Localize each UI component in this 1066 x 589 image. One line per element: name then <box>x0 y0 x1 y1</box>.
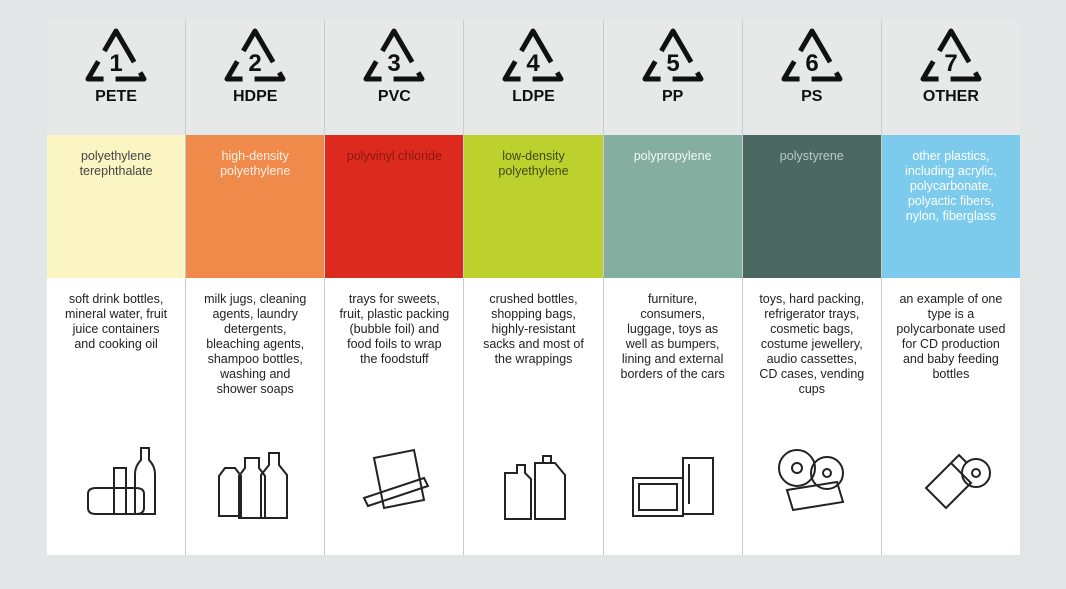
material-name: polystyrene <box>743 135 881 278</box>
resin-code: PP <box>662 88 683 106</box>
resin-number: 6 <box>805 50 818 77</box>
resin-code: OTHER <box>923 88 979 106</box>
product-icon <box>205 428 305 528</box>
common-uses: an example of one type is a polycarbonat… <box>882 278 1020 428</box>
recycling-symbol: 7 <box>916 26 986 86</box>
common-uses: milk jugs, cleaning agents, laundry dete… <box>186 278 324 428</box>
column-header: 6 PS <box>743 20 881 135</box>
resin-code: PVC <box>378 88 411 106</box>
common-uses: trays for sweets, fruit, plastic packing… <box>325 278 463 428</box>
material-name: low-density polyethylene <box>464 135 602 278</box>
page: 1 PETE polyethylene terephthalatesoft drin… <box>0 0 1066 589</box>
resin-code: LDPE <box>512 88 555 106</box>
recycling-symbol: 2 <box>220 26 290 86</box>
product-illustration <box>47 428 185 555</box>
resin-code: PETE <box>95 88 137 106</box>
product-illustration <box>882 428 1020 555</box>
product-icon <box>762 428 862 528</box>
common-uses: furniture, consumers, luggage, toys as w… <box>604 278 742 428</box>
product-icon <box>483 428 583 528</box>
recycling-symbol: 4 <box>498 26 568 86</box>
product-illustration <box>743 428 881 555</box>
product-illustration <box>604 428 742 555</box>
column-header: 7 OTHER <box>882 20 1020 135</box>
common-uses: soft drink bottles, mineral water, fruit… <box>47 278 185 428</box>
product-illustration <box>186 428 324 555</box>
column-header: 2 HDPE <box>186 20 324 135</box>
material-name: polypropylene <box>604 135 742 278</box>
resin-code: HDPE <box>233 88 277 106</box>
recycling-symbol: 1 <box>81 26 151 86</box>
product-icon <box>66 428 166 528</box>
product-icon <box>901 428 1001 528</box>
material-name: polyethylene terephthalate <box>47 135 185 278</box>
resin-number: 4 <box>527 50 541 77</box>
product-icon <box>344 428 444 528</box>
recycling-symbol: 3 <box>359 26 429 86</box>
resin-number: 7 <box>944 50 957 77</box>
product-illustration <box>325 428 463 555</box>
resin-number: 3 <box>388 50 401 77</box>
column-header: 3 PVC <box>325 20 463 135</box>
resin-number: 2 <box>249 50 262 77</box>
resin-number: 1 <box>109 50 122 77</box>
resin-number: 5 <box>666 50 679 77</box>
common-uses: crushed bottles, shopping bags, highly-r… <box>464 278 602 428</box>
column-header: 4 LDPE <box>464 20 602 135</box>
column-header: 1 PETE <box>47 20 185 135</box>
recycling-symbol: 6 <box>777 26 847 86</box>
material-name: high-density polyethylene <box>186 135 324 278</box>
column-header: 5 PP <box>604 20 742 135</box>
column: 7 OTHER other plastics, including acrylic,… <box>881 20 1020 555</box>
product-illustration <box>464 428 602 555</box>
common-uses: toys, hard packing, refrigerator trays, … <box>743 278 881 428</box>
material-name: other plastics, including acrylic, polyc… <box>882 135 1020 278</box>
resin-code: PS <box>801 88 822 106</box>
recycling-symbol: 5 <box>638 26 708 86</box>
product-icon <box>623 428 723 528</box>
material-name: polyvinyl chloride <box>325 135 463 278</box>
